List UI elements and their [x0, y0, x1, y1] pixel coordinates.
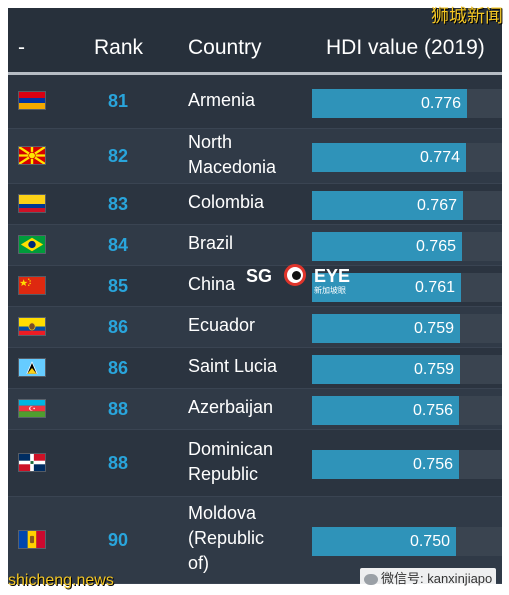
table-row[interactable]: 86 Saint Lucia 0.759 — [8, 348, 502, 389]
row-divider — [8, 583, 502, 584]
table-row[interactable]: 86 Ecuador 0.759 — [8, 307, 502, 348]
table-row[interactable]: 81 Armenia 0.776 — [8, 75, 502, 129]
flag-ecuador-icon — [18, 317, 46, 336]
hdi-value-label: 0.756 — [412, 456, 453, 473]
table-row[interactable]: 82 North Macedonia 0.774 — [8, 129, 502, 184]
hdi-bar — [312, 273, 461, 302]
hdi-bar-track: 0.759 — [312, 314, 502, 343]
flag-china-icon — [18, 276, 46, 295]
hdi-value-label: 0.765 — [415, 238, 456, 255]
row-divider — [8, 429, 502, 430]
hdi-value-label: 0.759 — [413, 320, 454, 337]
row-divider — [8, 496, 502, 497]
hdi-bar-track: 0.765 — [312, 232, 502, 261]
row-divider — [8, 183, 502, 184]
rank-cell: 88 — [107, 453, 129, 473]
flag-armenia-icon — [18, 91, 46, 110]
header-divider — [8, 72, 502, 75]
country-cell: Saint Lucia — [188, 356, 278, 376]
country-cell: China — [188, 274, 236, 294]
flag-azerbaijan-icon — [18, 399, 46, 418]
row-divider — [8, 306, 502, 307]
hdi-bar — [312, 527, 456, 556]
row-divider — [8, 265, 502, 266]
row-divider — [8, 347, 502, 348]
header-rank[interactable]: Rank — [94, 36, 144, 59]
flag-brazil-icon — [18, 235, 46, 254]
hdi-bar-track: 0.756 — [312, 450, 502, 479]
table-header: - Rank Country HDI value (2019) — [8, 8, 502, 72]
country-cell: Brazil — [188, 233, 234, 253]
hdi-value-label: 0.759 — [413, 361, 454, 378]
sgeye-logo: SG EYE 新加坡眼 — [246, 264, 376, 296]
table-row[interactable]: 85 China 0.761 — [8, 266, 502, 307]
hdi-table: - Rank Country HDI value (2019) 81 Armeni… — [8, 8, 502, 584]
country-cell: Moldova (Republic of) — [188, 503, 265, 573]
row-divider — [8, 128, 502, 129]
row-divider — [8, 224, 502, 225]
hdi-bar-track: 0.774 — [312, 143, 502, 172]
sgeye-logo-right: EYE — [314, 266, 351, 286]
header-flag[interactable]: - — [18, 36, 25, 59]
flag-saint-lucia-icon — [18, 358, 46, 377]
country-cell: Azerbaijan — [188, 397, 274, 417]
watermark-bottom-right: 微信号: kanxinjiapo — [360, 568, 497, 590]
hdi-bar-track: 0.767 — [312, 191, 502, 220]
hdi-bar-track: 0.759 — [312, 355, 502, 384]
watermark-bottom-left: shicheng.news — [8, 572, 114, 589]
rank-cell: 83 — [107, 194, 129, 214]
header-hdi-value[interactable]: HDI value (2019) — [326, 36, 485, 59]
table-row[interactable]: 84 Brazil 0.765 — [8, 225, 502, 266]
country-cell: North Macedonia — [188, 132, 277, 177]
hdi-value-label: 0.750 — [409, 533, 450, 550]
hdi-bar-track: 0.776 — [312, 89, 502, 118]
table-row[interactable]: 90 Moldova (Republic of) 0.750 — [8, 497, 502, 584]
header-country[interactable]: Country — [188, 36, 262, 59]
hdi-bar — [312, 355, 460, 384]
table-row[interactable]: 88 Azerbaijan 0.756 — [8, 389, 502, 430]
flag-dominican-republic-icon — [18, 453, 46, 472]
rank-cell: 88 — [107, 399, 129, 419]
table-row[interactable]: 83 Colombia 0.767 — [8, 184, 502, 225]
rank-cell: 82 — [107, 146, 129, 166]
table-row[interactable]: 88 Dominican Republic 0.756 — [8, 430, 502, 497]
hdi-bar — [312, 450, 459, 479]
hdi-bar-track: 0.761 — [312, 273, 502, 302]
sgeye-logo-left: SG — [246, 266, 273, 286]
row-divider — [8, 388, 502, 389]
rank-cell: 86 — [107, 317, 129, 337]
country-cell: Ecuador — [188, 315, 256, 335]
hdi-bar — [312, 191, 463, 220]
flag-moldova-icon — [18, 530, 46, 549]
country-cell: Armenia — [188, 90, 256, 110]
rank-cell: 84 — [107, 235, 129, 255]
hdi-bar-track: 0.756 — [312, 396, 502, 425]
hdi-value-label: 0.767 — [416, 197, 457, 214]
eye-icon — [284, 264, 306, 286]
flag-north-macedonia-icon — [18, 146, 46, 165]
hdi-value-label: 0.774 — [419, 149, 460, 166]
wechat-icon — [364, 574, 378, 586]
hdi-value-label: 0.761 — [414, 279, 455, 296]
hdi-value-label: 0.776 — [420, 95, 461, 112]
hdi-bar — [312, 89, 467, 118]
rank-cell: 90 — [107, 530, 129, 550]
rank-cell: 86 — [107, 358, 129, 378]
hdi-bar-track: 0.750 — [312, 527, 502, 556]
flag-colombia-icon — [18, 194, 46, 213]
hdi-bar — [312, 314, 460, 343]
sgeye-logo-sub: 新加坡眼 — [314, 286, 346, 295]
country-cell: Colombia — [188, 192, 265, 212]
hdi-bar — [312, 232, 462, 261]
hdi-bar — [312, 143, 466, 172]
hdi-bar — [312, 396, 459, 425]
rank-cell: 81 — [107, 91, 129, 111]
watermark-top-right: 狮城新闻 — [431, 6, 503, 26]
rank-cell: 85 — [107, 276, 129, 296]
country-cell: Dominican Republic — [188, 439, 274, 484]
hdi-value-label: 0.756 — [412, 402, 453, 419]
watermark-wechat-id: 微信号: kanxinjiapo — [381, 571, 493, 586]
